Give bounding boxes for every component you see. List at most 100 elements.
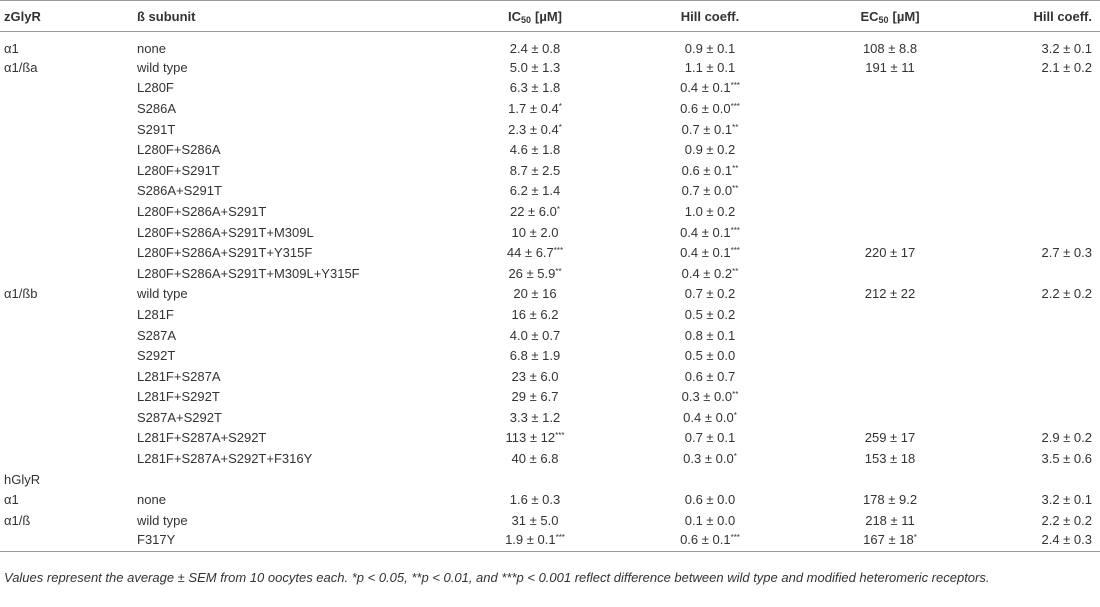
table-cell (963, 263, 1100, 284)
cell-text: 2.3 ± 0.4 (508, 121, 559, 137)
table-cell: 0.1 ± 0.0 (603, 510, 817, 531)
table-row: S287A 4.0 ± 0.7 0.8 ± 0.1 (0, 325, 1100, 346)
table-cell: 178 ± 9.2 (817, 489, 963, 510)
header-cell: IC50 [µM] (467, 0, 603, 32)
significance-mark: * (558, 122, 562, 132)
cell-text: S291T (137, 121, 176, 137)
cell-text: 6.2 ± 1.4 (509, 183, 561, 199)
cell-text: L281F (137, 306, 174, 322)
table-cell: wild type (133, 510, 467, 531)
table-cell: 5.0 ± 1.3 (467, 57, 603, 78)
table-row: L280F+S286A+S291T+Y315F 44 ± 6.7*** 0.4 ± … (0, 242, 1100, 263)
significance-mark: *** (730, 225, 740, 235)
cell-text: 0.4 ± 0.2 (681, 265, 733, 281)
table-cell (963, 469, 1100, 490)
header-unit: [µM] (892, 8, 920, 24)
table-cell (963, 366, 1100, 387)
table-cell: L281F+S287A+S292T (133, 428, 467, 449)
table-cell: 0.4 ± 0.2** (603, 263, 817, 284)
table-cell: 0.6 ± 0.1*** (603, 530, 817, 552)
table-cell: L280F+S286A (133, 139, 467, 160)
cell-text: 0.4 ± 0.1 (680, 224, 731, 240)
table-row: L280F+S286A+S291T+M309L 10 ± 2.0 0.4 ± 0.1… (0, 222, 1100, 243)
table-row: hGlyR (0, 469, 1100, 490)
table-cell (0, 407, 133, 428)
table-cell (817, 139, 963, 160)
table-cell (0, 242, 133, 263)
table-row: S292T 6.8 ± 1.9 0.5 ± 0.0 (0, 345, 1100, 366)
cell-text: 1.6 ± 0.3 (509, 492, 561, 508)
significance-mark: ** (732, 266, 739, 276)
table-cell: 22 ± 6.0* (467, 201, 603, 222)
table-cell: 40 ± 6.8 (467, 448, 603, 469)
table-cell (0, 530, 133, 552)
table-cell (817, 325, 963, 346)
table-cell (817, 263, 963, 284)
cell-text: 40 ± 6.8 (511, 451, 559, 467)
cell-text: L281F+S287A+S292T (137, 430, 267, 446)
cell-text: ß subunit (137, 8, 196, 24)
table-cell: 26 ± 5.9** (467, 263, 603, 284)
cell-text: 26 ± 5.9 (508, 265, 556, 281)
cell-text: 4.6 ± 1.8 (509, 142, 561, 158)
cell-text: 6.8 ± 1.9 (509, 348, 561, 364)
table-cell: L280F (133, 78, 467, 99)
table-cell: α1/ß (0, 510, 133, 531)
table-row: α1/ßb wild type 20 ± 16 0.7 ± 0.2 212 ± 22 2.… (0, 284, 1100, 305)
table-cell: L281F+S292T (133, 387, 467, 408)
header-cell: EC50 [µM] (817, 0, 963, 32)
table-cell: 1.1 ± 0.1 (603, 57, 817, 78)
significance-mark: ** (732, 163, 739, 173)
significance-mark: ** (555, 266, 562, 276)
table-cell: 108 ± 8.8 (817, 32, 963, 58)
table-cell: 0.3 ± 0.0* (603, 448, 817, 469)
cell-text: 108 ± 8.8 (862, 41, 918, 56)
table-row: L281F 16 ± 6.2 0.5 ± 0.2 (0, 304, 1100, 325)
header-unit: [µM] (535, 8, 562, 24)
table-cell: 218 ± 11 (817, 510, 963, 531)
table-cell: 2.4 ± 0.8 (467, 32, 603, 58)
table-cell: 0.5 ± 0.0 (603, 345, 817, 366)
significance-mark: ** (732, 390, 739, 400)
cell-text: 23 ± 6.0 (511, 368, 559, 384)
table-cell (817, 119, 963, 140)
table-cell (0, 263, 133, 284)
table-cell: 0.8 ± 0.1 (603, 325, 817, 346)
table-cell: wild type (133, 284, 467, 305)
cell-text: F317Y (137, 531, 176, 547)
cell-text: 167 ± 18 (863, 531, 914, 547)
table-cell (603, 469, 817, 490)
table-row: L280F+S291T 8.7 ± 2.5 0.6 ± 0.1** (0, 160, 1100, 181)
cell-text: L280F+S286A+S291T+M309L (137, 224, 314, 240)
table-cell (0, 139, 133, 160)
table-cell: 3.5 ± 0.6 (963, 448, 1100, 469)
significance-mark: *** (555, 532, 565, 542)
cell-text: 0.9 ± 0.1 (684, 41, 736, 56)
table-cell (963, 139, 1100, 160)
significance-mark: * (913, 532, 917, 542)
table-cell: 1.0 ± 0.2 (603, 201, 817, 222)
table-cell: 0.4 ± 0.1*** (603, 222, 817, 243)
table-cell: 3.2 ± 0.1 (963, 489, 1100, 510)
table-cell (0, 98, 133, 119)
table-cell: α1/ßa (0, 57, 133, 78)
cell-text: α1/ßb (4, 286, 38, 302)
table-cell: 6.3 ± 1.8 (467, 78, 603, 99)
table-row: L280F+S286A 4.6 ± 1.8 0.9 ± 0.2 (0, 139, 1100, 160)
table-cell: L280F+S286A+S291T+M309L+Y315F (133, 263, 467, 284)
significance-mark: *** (730, 246, 740, 256)
cell-text: 22 ± 6.0 (509, 203, 557, 219)
table-cell: 10 ± 2.0 (467, 222, 603, 243)
table-cell (963, 325, 1100, 346)
significance-mark: *** (555, 431, 565, 441)
cell-text: 0.3 ± 0.0 (681, 389, 733, 405)
cell-text: 3.5 ± 0.6 (1041, 451, 1092, 467)
table-cell (0, 78, 133, 99)
cell-text: Hill coeff. (680, 8, 740, 24)
table-cell: 6.2 ± 1.4 (467, 181, 603, 202)
cell-text: wild type (137, 59, 188, 75)
cell-text: 0.5 ± 0.2 (684, 306, 736, 322)
table-cell (817, 98, 963, 119)
table-cell (0, 222, 133, 243)
table-row: L280F 6.3 ± 1.8 0.4 ± 0.1*** (0, 78, 1100, 99)
